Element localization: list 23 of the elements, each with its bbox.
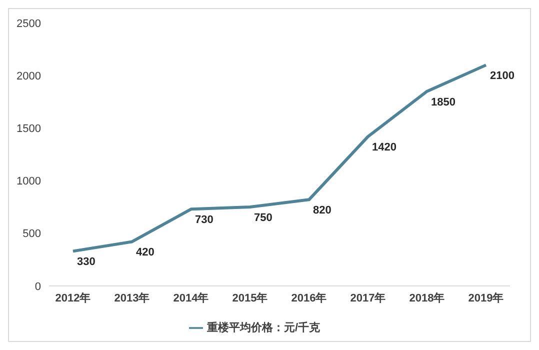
data-label: 330 (77, 256, 96, 268)
x-tick-label: 2017年 (350, 292, 386, 305)
y-tick-label: 500 (22, 228, 41, 240)
legend-label: 重楼平均价格：元/千克 (206, 322, 320, 334)
data-label: 2100 (490, 70, 514, 82)
y-tick-label: 1000 (16, 176, 41, 188)
x-tick-label: 2018年 (409, 292, 445, 305)
x-tick-label: 2019年 (468, 292, 504, 305)
data-label: 820 (313, 204, 332, 217)
x-tick-label: 2014年 (173, 292, 209, 305)
data-label: 420 (136, 246, 154, 259)
data-label: 730 (195, 214, 214, 226)
y-tick-label: 2000 (16, 70, 41, 82)
x-tick-label: 2015年 (232, 292, 268, 305)
data-label: 1850 (431, 96, 456, 108)
data-label: 1420 (372, 142, 396, 154)
y-tick-label: 1500 (16, 123, 41, 136)
x-tick-label: 2016年 (291, 292, 327, 305)
y-tick-label: 2500 (16, 18, 41, 30)
x-tick-label: 2013年 (114, 292, 150, 305)
y-tick-label: 0 (34, 280, 41, 293)
data-label: 750 (254, 212, 272, 224)
x-tick-label: 2012年 (55, 292, 91, 305)
